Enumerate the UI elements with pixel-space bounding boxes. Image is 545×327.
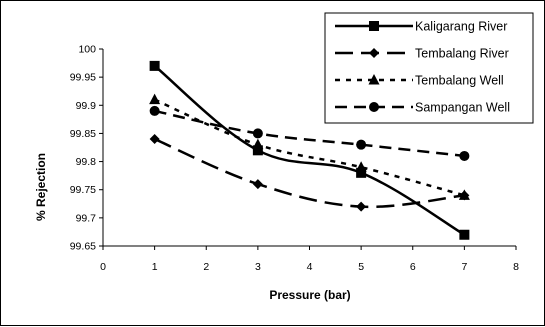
series-sampangan-well xyxy=(149,105,470,161)
data-point-diamond xyxy=(149,134,160,145)
series-line xyxy=(154,98,465,197)
data-point-diamond xyxy=(252,179,263,190)
series-tembalang-river xyxy=(149,134,470,212)
legend-entry: Tembalang River xyxy=(335,47,509,61)
legend-box xyxy=(324,12,534,124)
series-line xyxy=(154,109,465,158)
x-tick-label: 3 xyxy=(255,261,261,273)
legend-entry: Tembalang Well xyxy=(335,74,504,88)
x-axis-title: Pressure (bar) xyxy=(269,288,350,302)
legend-marker-triangle xyxy=(368,74,380,85)
y-tick-label: 99.95 xyxy=(70,72,96,84)
legend-marker-diamond xyxy=(369,48,379,58)
data-point-circle xyxy=(252,128,263,139)
x-tick-label: 5 xyxy=(358,261,364,273)
data-point-square xyxy=(356,167,367,178)
data-point-triangle xyxy=(458,189,470,200)
series-line xyxy=(154,137,465,209)
legend-label: Tembalang Well xyxy=(415,74,504,88)
legend-label: Kaligarang River xyxy=(415,20,507,34)
x-tick-label: 6 xyxy=(410,261,416,273)
data-point-circle xyxy=(459,150,470,161)
y-tick-label: 99.85 xyxy=(70,128,96,140)
legend-marker-circle xyxy=(369,102,379,112)
x-tick-label: 8 xyxy=(513,261,519,273)
data-point-triangle xyxy=(252,138,264,150)
data-point-square xyxy=(459,229,470,240)
y-tick-label: 100 xyxy=(78,44,96,56)
series-layer xyxy=(149,60,470,240)
series-tembalang-well xyxy=(149,93,470,200)
x-tick-label: 7 xyxy=(461,261,467,273)
data-point-triangle xyxy=(355,161,367,172)
data-point-circle xyxy=(149,105,160,116)
series-line xyxy=(153,64,466,236)
data-point-square xyxy=(149,60,160,71)
x-tick-label: 2 xyxy=(203,261,209,273)
legend-entry: Sampangan Well xyxy=(335,101,510,115)
y-tick-label: 99.65 xyxy=(70,241,96,253)
legend-label: Tembalang River xyxy=(415,47,509,61)
axes: 99.65 99.7 99.75 99.8 99.85 99.9 99.95 100 0 1 2 3 4… xyxy=(70,44,519,274)
legend-entry: Kaligarang River xyxy=(335,20,507,34)
y-tick-label: 99.75 xyxy=(70,184,96,196)
data-point-square xyxy=(252,145,263,156)
series-kaligarang-river xyxy=(149,60,470,240)
y-tick-label: 99.9 xyxy=(76,100,97,112)
y-tick-label: 99.7 xyxy=(76,212,97,224)
legend-marker-square xyxy=(369,21,379,31)
legend-label: Sampangan Well xyxy=(415,101,510,115)
x-tick-label: 0 xyxy=(100,261,106,273)
data-point-circle xyxy=(356,139,367,150)
legend: Kaligarang River Tembalang River Tembalang… xyxy=(324,12,534,124)
y-axis-title: % Rejection xyxy=(34,153,48,221)
data-point-triangle xyxy=(149,93,161,105)
x-tick-label: 4 xyxy=(307,261,313,273)
x-tick-label: 1 xyxy=(152,261,158,273)
data-point-diamond xyxy=(356,201,367,212)
y-tick-label: 99.8 xyxy=(76,156,97,168)
